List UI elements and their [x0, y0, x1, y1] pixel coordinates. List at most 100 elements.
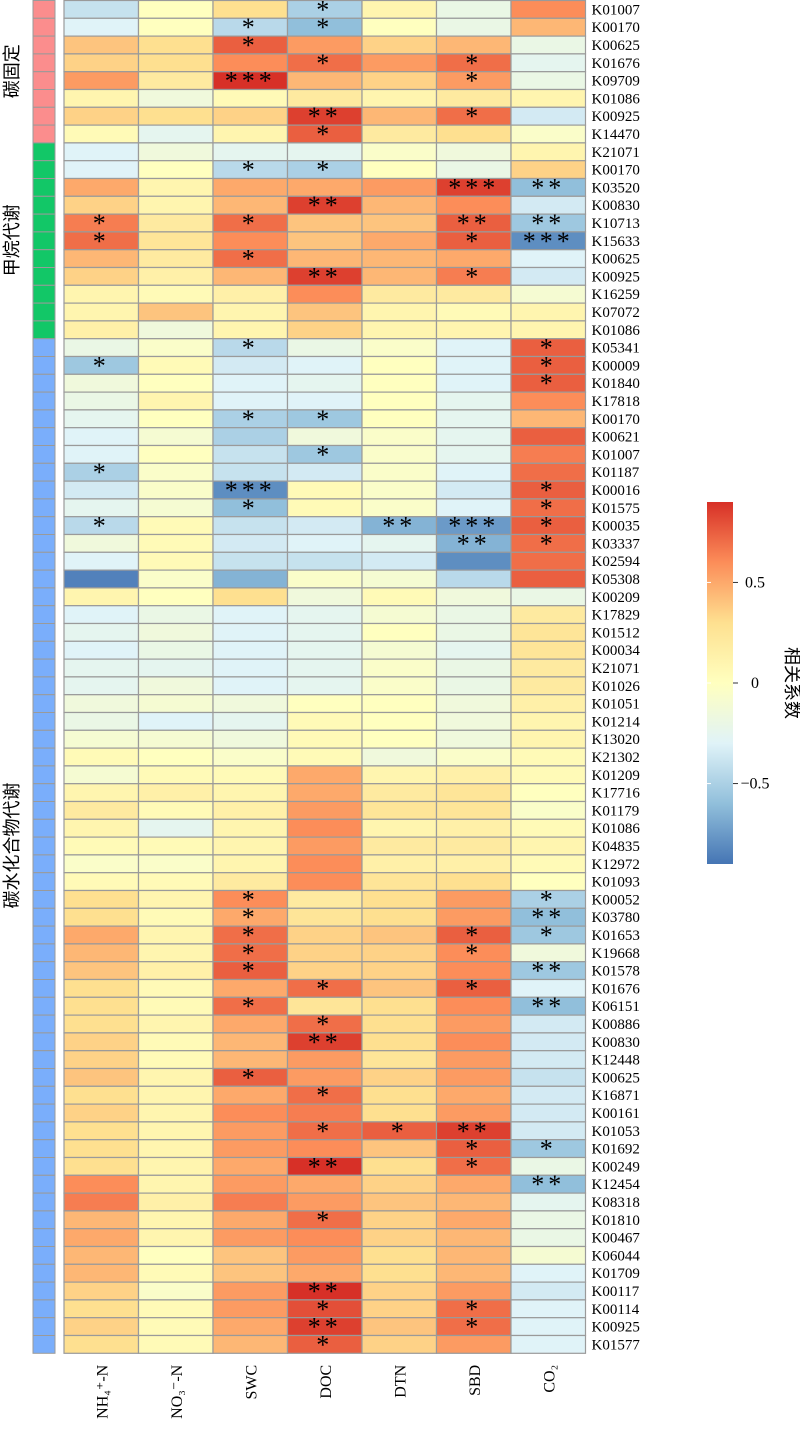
significance-mark: * — [316, 1295, 333, 1324]
heatmap-cell — [63, 711, 140, 731]
significance-mark: *** — [225, 476, 276, 505]
significance-mark: ** — [308, 1313, 342, 1342]
significance-mark: * — [93, 351, 110, 380]
heatmap-cells — [63, 0, 587, 1354]
heatmap-cell — [510, 747, 587, 767]
heatmap-cell — [361, 783, 438, 803]
heatmap-cell — [286, 729, 363, 749]
heatmap-cell — [63, 800, 140, 820]
row-label: K01053 — [592, 1124, 640, 1140]
heatmap-cell — [361, 195, 438, 215]
heatmap-cell — [212, 302, 289, 322]
heatmap-cell — [137, 195, 214, 215]
heatmap-cell — [137, 284, 214, 304]
heatmap-cell — [137, 800, 214, 820]
column-labels: NH₄⁺-N NO₃⁻-N SWC DOC DTN SBD CO₂ — [94, 1364, 558, 1418]
heatmap-cell — [286, 907, 363, 927]
heatmap-cell — [137, 1245, 214, 1265]
heatmap-cell — [286, 872, 363, 892]
heatmap-cell — [435, 889, 512, 909]
heatmap-cell — [361, 818, 438, 838]
group-bar-cell — [32, 445, 56, 464]
heatmap-cell — [63, 1156, 140, 1176]
row-label: K01086 — [592, 323, 641, 339]
heatmap-cell — [361, 1174, 438, 1194]
significance-mark: * — [465, 67, 482, 96]
heatmap-cell — [63, 1032, 140, 1052]
row-label: K01575 — [592, 501, 640, 517]
group-bar-cell — [32, 409, 56, 429]
group-bar-cell — [32, 996, 56, 1016]
significance-mark: * — [242, 494, 259, 523]
group-annotation-bar — [32, 0, 56, 1354]
heatmap-cell — [361, 889, 438, 909]
heatmap-cell — [137, 1139, 214, 1159]
row-label: K00249 — [592, 1159, 640, 1175]
colorbar-tick-label: −0.5 — [740, 776, 769, 793]
group-bar-cell — [32, 765, 56, 785]
row-label: K00034 — [592, 643, 641, 659]
heatmap-cell — [361, 1228, 438, 1248]
heatmap-cell — [361, 961, 438, 981]
row-label: K01653 — [592, 928, 640, 944]
heatmap-cell — [63, 391, 140, 411]
heatmap-cell — [361, 1067, 438, 1087]
heatmap-cell — [137, 1281, 214, 1301]
group-bar-cell — [32, 1299, 56, 1319]
significance-mark: * — [316, 440, 333, 469]
significance-mark: * — [316, 13, 333, 42]
heatmap-cell — [286, 800, 363, 820]
heatmap-cell — [63, 1085, 140, 1105]
row-label: K05308 — [592, 572, 640, 588]
group-bar-cell — [32, 890, 56, 909]
significance-mark: *** — [448, 173, 499, 202]
heatmap-cell — [137, 961, 214, 981]
colorbar — [707, 502, 733, 864]
row-label: K21302 — [592, 750, 640, 766]
heatmap-cell — [212, 694, 289, 714]
heatmap-cell — [286, 711, 363, 731]
heatmap-cell — [510, 1263, 587, 1283]
heatmap-cell — [361, 53, 438, 73]
significance-mark: * — [242, 921, 259, 950]
heatmap-cell — [137, 71, 214, 91]
heatmap-cell — [510, 729, 587, 749]
heatmap-cell — [137, 587, 214, 607]
heatmap-cell — [286, 640, 363, 660]
heatmap-cell — [137, 1317, 214, 1337]
heatmap-cell — [361, 605, 438, 625]
significance-mark: * — [242, 903, 259, 932]
heatmap-cell — [212, 658, 289, 678]
column-label: DOC — [318, 1365, 335, 1399]
significance-mark: * — [540, 334, 557, 363]
heatmap-cell — [212, 640, 289, 660]
heatmap-cell — [137, 249, 214, 269]
group-bar-cell — [32, 854, 56, 874]
significance-mark: ** — [308, 1277, 342, 1306]
significance-mark: * — [465, 939, 482, 968]
heatmap-cell — [212, 533, 289, 553]
significance-mark: *** — [225, 67, 276, 96]
group-bar-cell — [32, 1246, 56, 1265]
heatmap-cell — [286, 1245, 363, 1265]
heatmap-cell — [510, 640, 587, 660]
heatmap-cell — [63, 729, 140, 749]
heatmap-cell — [361, 1299, 438, 1319]
heatmap-cell — [510, 1228, 587, 1248]
significance-mark: * — [540, 512, 557, 541]
heatmap-cell — [361, 1281, 438, 1301]
heatmap-cell — [212, 1281, 289, 1301]
heatmap-cell — [286, 943, 363, 963]
significance-mark: ** — [457, 209, 491, 238]
significance-mark: * — [242, 245, 259, 274]
heatmap-cell — [286, 320, 363, 340]
group-bar-cell — [32, 1263, 56, 1283]
heatmap-cell — [510, 0, 587, 19]
heatmap-cell — [510, 1103, 587, 1123]
heatmap-cell — [510, 765, 587, 785]
significance-mark: * — [316, 974, 333, 1003]
heatmap-cell — [212, 1210, 289, 1230]
heatmap-cell — [510, 1067, 587, 1087]
row-label: K00114 — [592, 1302, 640, 1318]
